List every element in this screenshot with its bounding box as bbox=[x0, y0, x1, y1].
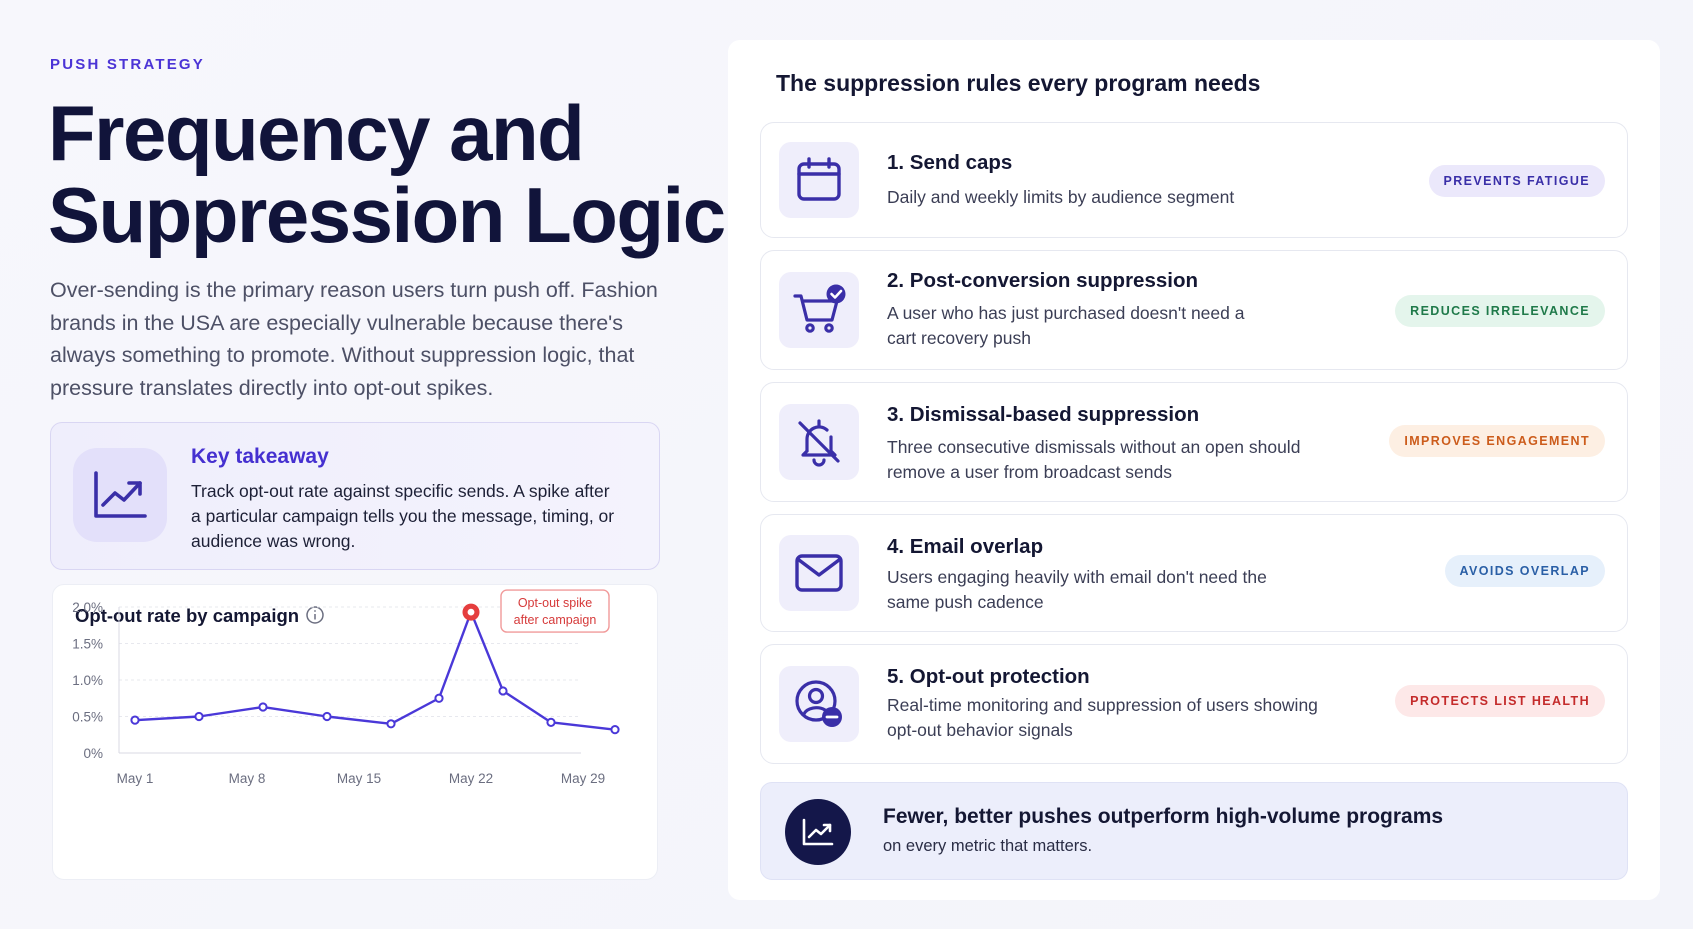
spike-marker-center bbox=[467, 608, 475, 616]
y-tick-label: 1.5% bbox=[72, 637, 103, 652]
y-tick-label: 0% bbox=[83, 746, 103, 761]
x-tick-label: May 1 bbox=[117, 771, 154, 786]
data-point bbox=[322, 711, 332, 722]
data-point bbox=[498, 686, 508, 696]
rules-panel: The suppression rules every program need… bbox=[728, 40, 1660, 900]
page-title: Frequency and Suppression Logic bbox=[48, 92, 728, 256]
intro-paragraph: Over-sending is the primary reason users… bbox=[50, 278, 658, 400]
rule-card-send-caps: 1. Send caps Daily and weekly limits by … bbox=[760, 122, 1628, 238]
data-point bbox=[610, 725, 620, 735]
rule-desc: Users engaging heavily with email don't … bbox=[887, 567, 1267, 612]
data-point bbox=[194, 711, 204, 722]
summary-title: Fewer, better pushes outperform high-vol… bbox=[883, 805, 1444, 828]
y-tick-label: 1.0% bbox=[72, 673, 103, 688]
y-tick-label: 2.0% bbox=[72, 600, 103, 615]
summary-callout: Fewer, better pushes outperform high-vol… bbox=[760, 782, 1628, 880]
x-tick-label: May 8 bbox=[229, 771, 266, 786]
data-point bbox=[130, 715, 140, 725]
user-minus-icon bbox=[779, 666, 859, 742]
opt-out-chart-card: Opt-out rate by campaign 2.0% 1.5% 1.0% 0.5… bbox=[52, 584, 658, 880]
title-line-2: Suppression Logic bbox=[48, 171, 726, 259]
info-icon[interactable] bbox=[305, 605, 325, 630]
rule-card-dismissal: 3. Dismissal-based suppression Three con… bbox=[760, 382, 1628, 502]
rule-title: 4. Email overlap bbox=[887, 535, 1044, 558]
rule-card-post-conversion: 2. Post-conversion suppression A user wh… bbox=[760, 250, 1628, 370]
rule-card-email-overlap: 4. Email overlap Users engaging heavily … bbox=[760, 514, 1628, 632]
summary-subtitle: on every metric that matters. bbox=[883, 837, 1093, 855]
eyebrow-label: PUSH STRATEGY bbox=[50, 56, 206, 73]
y-tick-label: 0.5% bbox=[72, 710, 103, 725]
rule-card-opt-out-protection: 5. Opt-out protection Real-time monitori… bbox=[760, 644, 1628, 764]
takeaway-body: Track opt-out rate against specific send… bbox=[191, 481, 615, 551]
takeaway-title: Key takeaway bbox=[191, 445, 329, 468]
rule-desc: Daily and weekly limits by audience segm… bbox=[887, 187, 1235, 207]
line-chart: 2.0% 1.5% 1.0% 0.5% 0% May 1 May 8 May 15 May 22… bbox=[72, 589, 620, 786]
key-takeaway-card: Key takeaway Track opt-out rate against … bbox=[50, 422, 660, 570]
cart-check-icon bbox=[779, 272, 859, 348]
panel-title: The suppression rules every program need… bbox=[776, 70, 1261, 96]
calendar-icon bbox=[779, 142, 859, 218]
bell-off-icon bbox=[779, 404, 859, 480]
data-point bbox=[258, 702, 268, 712]
rule-desc: A user who has just purchased doesn't ne… bbox=[887, 303, 1245, 348]
trend-up-icon bbox=[73, 448, 167, 542]
data-point bbox=[434, 693, 444, 703]
x-tick-label: May 22 bbox=[449, 771, 493, 786]
title-line-1: Frequency and bbox=[48, 89, 585, 177]
chart-title: Opt-out rate by campaign bbox=[75, 605, 300, 626]
data-point bbox=[546, 717, 556, 727]
x-tick-label: May 29 bbox=[561, 771, 605, 786]
badge-reduces-irrelevance: REDUCES IRRELEVANCE bbox=[1395, 295, 1605, 327]
rule-title: 2. Post-conversion suppression bbox=[887, 269, 1198, 292]
mail-icon bbox=[779, 535, 859, 611]
x-tick-label: May 15 bbox=[337, 771, 381, 786]
rule-title: 5. Opt-out protection bbox=[887, 665, 1090, 688]
badge-prevents-fatigue: PREVENTS FATIGUE bbox=[1428, 165, 1605, 197]
rule-title: 1. Send caps bbox=[887, 151, 1013, 174]
rule-title: 3. Dismissal-based suppression bbox=[887, 403, 1200, 426]
rule-desc: Real-time monitoring and suppression of … bbox=[887, 695, 1318, 740]
rule-desc: Three consecutive dismissals without an … bbox=[887, 437, 1301, 482]
annotation-line-2: after campaign bbox=[514, 613, 597, 627]
badge-improves-engagement: IMPROVES ENGAGEMENT bbox=[1389, 425, 1605, 457]
trend-up-icon bbox=[785, 799, 851, 865]
annotation-box bbox=[500, 589, 610, 633]
badge-protects-list-health: PROTECTS LIST HEALTH bbox=[1395, 685, 1605, 717]
data-point bbox=[386, 719, 396, 729]
badge-avoids-overlap: AVOIDS OVERLAP bbox=[1444, 555, 1605, 587]
series-line bbox=[134, 610, 616, 731]
annotation-line-1: Opt-out spike bbox=[518, 596, 592, 610]
